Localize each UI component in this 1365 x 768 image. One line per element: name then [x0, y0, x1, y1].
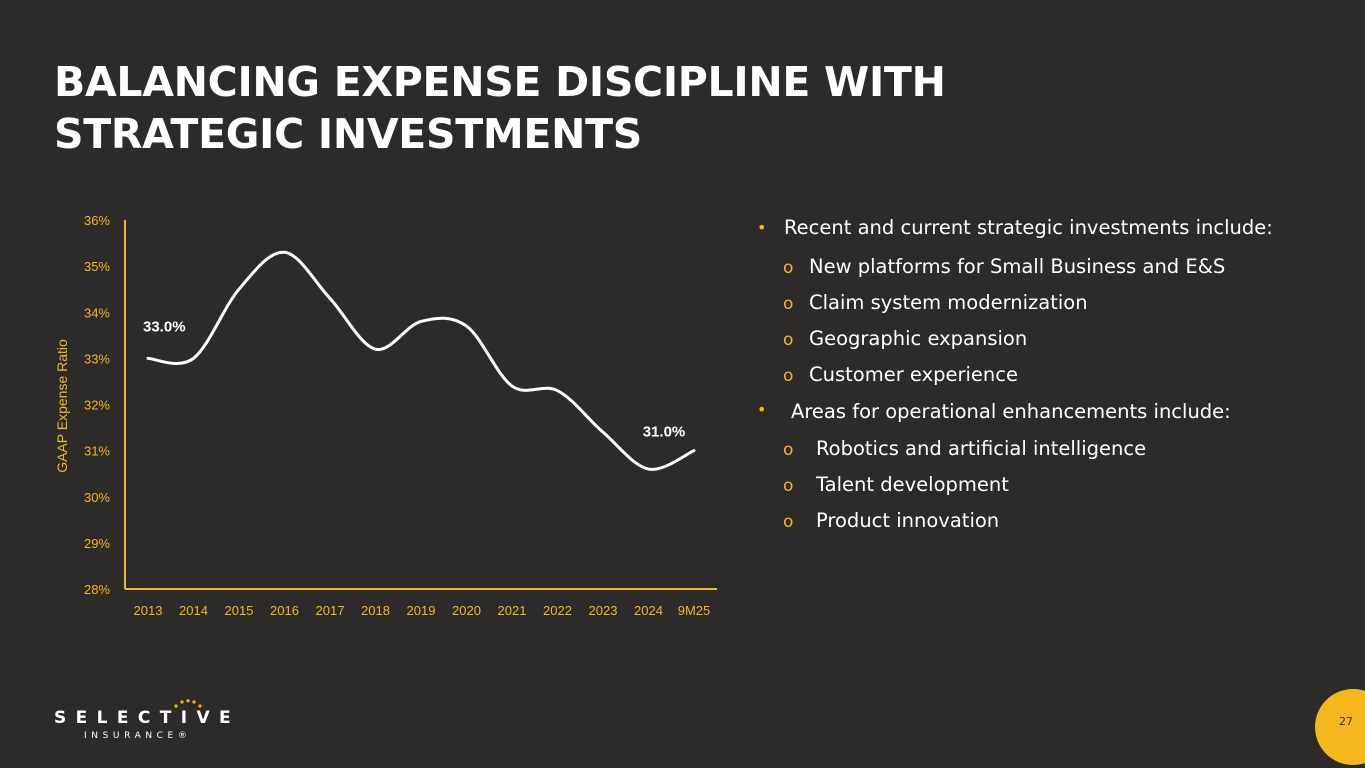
- sub-bullet-text: New platforms for Small Business and E&S: [809, 255, 1226, 278]
- sub-bullet-marker: o: [783, 366, 794, 386]
- title-line-2: STRATEGIC INVESTMENTS: [54, 110, 642, 158]
- sub-bullet: o New platforms for Small Business and E…: [757, 255, 1277, 279]
- sub-bullet-marker: o: [783, 330, 794, 350]
- sub-bullet: o Customer experience: [757, 363, 1277, 387]
- x-tick-label: 2021: [498, 603, 527, 618]
- y-axis-label: GAAP Expense Ratio: [54, 339, 70, 473]
- x-tick-label: 2024: [634, 603, 663, 618]
- y-tick-label: 32%: [84, 398, 110, 413]
- logo-subtitle: INSURANCE®: [84, 731, 192, 741]
- x-tick-label: 9M25: [678, 603, 711, 618]
- sub-bullet-text: Customer experience: [809, 363, 1018, 386]
- sub-bullet-text: Geographic expansion: [809, 327, 1028, 350]
- sub-bullet-marker: o: [783, 476, 794, 496]
- y-tick-label: 36%: [84, 213, 110, 228]
- sub-bullet-marker: o: [783, 512, 794, 532]
- data-label: 31.0%: [643, 424, 686, 441]
- sub-bullet-text: Product innovation: [816, 509, 1000, 532]
- logo-dots-icon: [174, 699, 202, 708]
- sub-bullet-text: Talent development: [816, 473, 1009, 496]
- selective-logo: SELECTIVE INSURANCE®: [54, 699, 231, 750]
- bullet-dot: •: [757, 400, 767, 419]
- x-tick-label: 2020: [452, 603, 481, 618]
- x-tick-label: 2013: [134, 603, 163, 618]
- sub-bullet-text: Claim system modernization: [809, 291, 1088, 314]
- y-tick-label: 33%: [84, 351, 110, 366]
- sub-bullet: o Claim system modernization: [757, 291, 1277, 315]
- page-title: BALANCING EXPENSE DISCIPLINE WITH STRATE…: [54, 56, 1034, 160]
- bullet-investments: • Recent and current strategic investmen…: [757, 213, 1277, 242]
- series-line-gaap-expense-ratio: [146, 250, 696, 471]
- logo-wordmark: SELECTIVE: [54, 708, 241, 728]
- title-line-1: BALANCING EXPENSE DISCIPLINE WITH: [54, 58, 946, 106]
- page-number: 27: [1339, 715, 1353, 728]
- x-tick-label: 2022: [543, 603, 572, 618]
- sub-bullet-marker: o: [783, 440, 794, 460]
- x-tick-label: 2019: [407, 603, 436, 618]
- x-tick-label: 2016: [270, 603, 299, 618]
- bullet-enhancements-text: Areas for operational enhancements inclu…: [791, 400, 1231, 423]
- bullet-enhancements: • Areas for operational enhancements inc…: [757, 400, 1277, 424]
- x-tick-label: 2018: [361, 603, 390, 618]
- bullet-dot: •: [757, 218, 767, 237]
- y-tick-label: 28%: [84, 582, 110, 597]
- y-tick-label: 34%: [84, 305, 110, 320]
- sub-bullet: o Product innovation: [757, 509, 1277, 533]
- data-label: 33.0%: [143, 318, 186, 335]
- y-tick-label: 29%: [84, 536, 110, 551]
- x-tick-label: 2017: [316, 603, 345, 618]
- sub-bullet-marker: o: [783, 258, 794, 278]
- bullet-investments-text: Recent and current strategic investments…: [784, 216, 1273, 239]
- sub-bullet: o Talent development: [757, 473, 1277, 497]
- x-tick-label: 2015: [225, 603, 254, 618]
- sub-bullet-text: Robotics and artificial intelligence: [816, 437, 1147, 460]
- y-tick-label: 31%: [84, 444, 110, 459]
- sub-bullet: o Robotics and artificial intelligence: [757, 437, 1277, 461]
- y-tick-label: 30%: [84, 490, 110, 505]
- bullet-list: • Recent and current strategic investmen…: [757, 213, 1277, 533]
- x-tick-label: 2014: [179, 603, 208, 618]
- x-tick-label: 2023: [589, 603, 618, 618]
- sub-bullet: o Geographic expansion: [757, 327, 1277, 351]
- sub-bullet-marker: o: [783, 294, 794, 314]
- y-tick-label: 35%: [84, 259, 110, 274]
